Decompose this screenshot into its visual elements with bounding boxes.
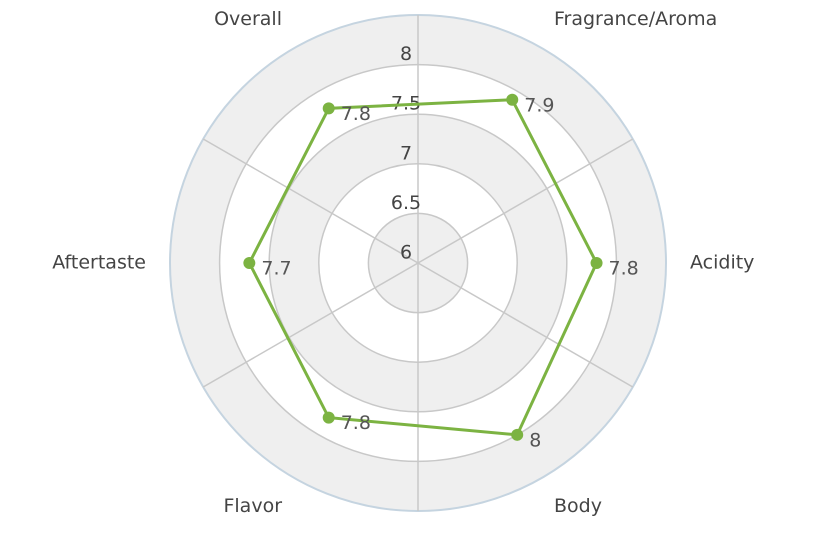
value-label: 7.8: [609, 258, 639, 280]
point: [511, 428, 524, 441]
point: [243, 257, 256, 269]
tick-label: 8: [400, 43, 412, 65]
category-label: Acidity: [690, 252, 754, 274]
point: [506, 93, 519, 106]
value-label: 8: [529, 429, 541, 451]
category-label: Fragrance/Aroma: [554, 8, 717, 30]
spoke: [417, 138, 634, 264]
value-label: 7.7: [261, 258, 291, 280]
spoke: [417, 262, 634, 388]
point: [322, 102, 335, 115]
tick-label: 6.5: [391, 192, 421, 214]
spoke: [202, 138, 419, 264]
value-label: 7.8: [341, 103, 371, 125]
category-label: Body: [554, 495, 602, 517]
tick-label: 6: [400, 242, 412, 264]
tick-label: 7: [400, 142, 412, 164]
point: [322, 411, 335, 424]
category-label: Flavor: [223, 495, 282, 517]
value-label: 7.8: [341, 412, 371, 434]
category-label: Overall: [214, 8, 282, 30]
value-label: 7.9: [524, 94, 554, 116]
spoke: [202, 262, 419, 388]
category-label: Aftertaste: [52, 252, 146, 274]
point: [590, 257, 603, 269]
